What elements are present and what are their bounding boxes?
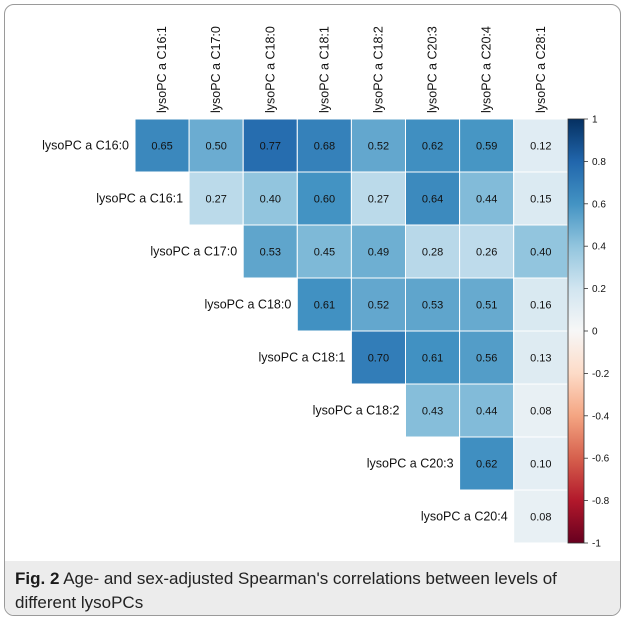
cell-value-label: 0.40 (260, 194, 281, 206)
colorbar-tick-label: -1 (592, 539, 601, 550)
heatmap-cell (350, 330, 406, 385)
heatmap-cell (242, 224, 298, 279)
row-label: lysoPC a C20:3 (367, 457, 454, 471)
colorbar-tick-label: -0.2 (592, 369, 610, 380)
colorbar-tick-label: -0.4 (592, 411, 610, 422)
correlation-heatmap: 0.65 0.50 0.77 0.68 0.52 0.62 0.59 0.120.27 0.40… (42, 26, 610, 550)
heatmap-cell (513, 224, 569, 279)
heatmap-cell (405, 224, 461, 279)
figure-caption: Fig. 2 Age- and sex-adjusted Spearman's … (5, 561, 620, 615)
colorbar: 1 0.8 0.6 0.4 0.2 0 -0.2 -0.4 -0.6 -0.8 -1 (567, 115, 610, 550)
cell-value-label: 0.49 (368, 247, 389, 259)
heatmap-cell (350, 224, 406, 279)
row-label: lysoPC a C20:4 (421, 510, 508, 524)
colorbar-tick-label: 0.8 (592, 157, 606, 168)
cell-value-label: 0.62 (476, 459, 497, 471)
cell-value-label: 0.44 (476, 194, 497, 206)
cell-value-label: 0.64 (422, 194, 443, 206)
cell-value-label: 0.43 (422, 406, 443, 418)
column-label: lysoPC a C18:2 (371, 26, 385, 113)
colorbar-tick-label: 0.2 (592, 284, 606, 295)
heatmap-cell (459, 277, 515, 332)
heatmap-cell (459, 436, 515, 491)
column-label: lysoPC a C16:1 (155, 26, 169, 113)
cell-value-label: 0.26 (476, 247, 497, 259)
cell-value-label: 0.45 (314, 247, 335, 259)
cell-value-label: 0.28 (422, 247, 443, 259)
heatmap-cell (188, 118, 244, 173)
cell-value-label: 0.61 (422, 353, 443, 365)
heatmap-cell (513, 118, 569, 173)
column-label: lysoPC a C20:4 (480, 26, 494, 113)
colorbar-tick-label: -0.8 (592, 496, 610, 507)
cell-value-label: 0.27 (205, 194, 226, 206)
cell-value-label: 0.61 (314, 300, 335, 312)
column-label: lysoPC a C17:0 (209, 26, 223, 113)
cell-value-label: 0.16 (530, 300, 551, 312)
heatmap-cell (405, 383, 461, 438)
heatmap-cell (459, 224, 515, 279)
cell-value-label: 0.62 (422, 141, 443, 153)
cell-value-label: 0.51 (476, 300, 497, 312)
heatmap-cell (296, 224, 352, 279)
heatmap-cell (459, 330, 515, 385)
row-labels: lysoPC a C16:0 lysoPC a C16:1 lysoPC a C17… (42, 139, 508, 524)
caption-text: Age- and sex-adjusted Spearman's correla… (15, 569, 557, 612)
row-label: lysoPC a C16:1 (96, 192, 183, 206)
heatmap-cell (405, 330, 461, 385)
cell-value-label: 0.10 (530, 459, 551, 471)
colorbar-tick-label: 1 (592, 115, 598, 126)
cell-value-label: 0.53 (260, 247, 281, 259)
heatmap-cell (513, 489, 569, 544)
cell-value-label: 0.68 (314, 141, 335, 153)
figure-panel: 0.65 0.50 0.77 0.68 0.52 0.62 0.59 0.12 0.27 0.40… (4, 4, 621, 616)
cell-value-label: 0.56 (476, 353, 497, 365)
cell-value-label: 0.59 (476, 141, 497, 153)
heatmap-cell (134, 118, 190, 173)
cell-value-label: 0.44 (476, 406, 497, 418)
heatmap-cell (350, 171, 406, 226)
heatmap-cells: 0.65 0.50 0.77 0.68 0.52 0.62 0.59 0.12 0.27 0.40… (134, 118, 569, 544)
heatmap-cell (405, 118, 461, 173)
heatmap-cell (296, 277, 352, 332)
cell-value-label: 0.08 (530, 512, 551, 524)
cell-value-label: 0.70 (368, 353, 389, 365)
cell-value-label: 0.52 (368, 300, 389, 312)
cell-value-label: 0.60 (314, 194, 335, 206)
column-labels: lysoPC a C16:1 lysoPC a C17:0 lysoPC a C18… (155, 26, 548, 113)
row-label: lysoPC a C18:2 (313, 404, 400, 418)
colorbar-tick-label: 0.6 (592, 199, 606, 210)
cell-value-label: 0.77 (260, 141, 281, 153)
row-label: lysoPC a C18:0 (204, 298, 291, 312)
colorbar-tick-label: 0 (592, 327, 598, 338)
heatmap-cell (459, 171, 515, 226)
cell-value-label: 0.65 (151, 141, 172, 153)
heatmap-cell (242, 171, 298, 226)
column-label: lysoPC a C20:3 (426, 26, 440, 113)
column-label: lysoPC a C28:1 (534, 26, 548, 113)
column-label: lysoPC a C18:0 (263, 26, 277, 113)
cell-value-label: 0.08 (530, 406, 551, 418)
cell-value-label: 0.15 (530, 194, 551, 206)
cell-value-label: 0.13 (530, 353, 551, 365)
row-label: lysoPC a C18:1 (259, 351, 346, 365)
cell-value-label: 0.12 (530, 141, 551, 153)
row-label: lysoPC a C16:0 (42, 139, 129, 153)
colorbar-tick-label: 0.4 (592, 242, 606, 253)
heatmap-cell (242, 118, 298, 173)
row-label: lysoPC a C17:0 (150, 245, 237, 259)
heatmap-cell (350, 277, 406, 332)
cell-value-label: 0.53 (422, 300, 443, 312)
colorbar-tick-label: -0.6 (592, 454, 610, 465)
colorbar-gradient (567, 118, 585, 544)
caption-label: Fig. 2 (15, 569, 60, 588)
column-label: lysoPC a C18:1 (317, 26, 331, 113)
cell-value-label: 0.27 (368, 194, 389, 206)
heatmap-cell (188, 171, 244, 226)
cell-value-label: 0.40 (530, 247, 551, 259)
cell-value-label: 0.52 (368, 141, 389, 153)
cell-value-label: 0.50 (205, 141, 226, 153)
